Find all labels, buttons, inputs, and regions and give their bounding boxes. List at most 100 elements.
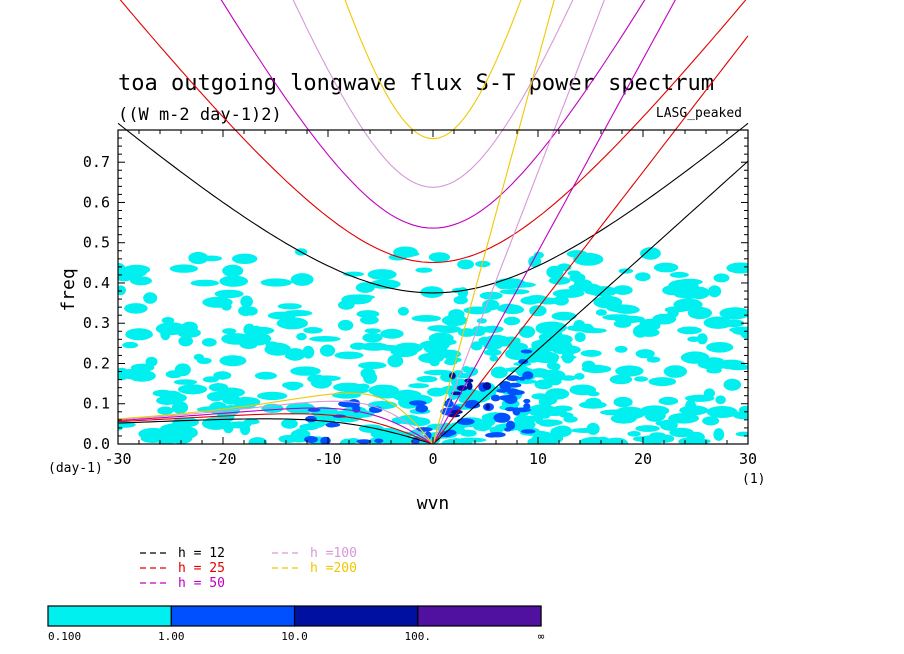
power-patch-low	[483, 349, 502, 356]
power-patch-low	[560, 355, 577, 360]
power-patch-low	[257, 391, 288, 400]
power-patch-low	[644, 408, 666, 422]
power-patch-low	[339, 438, 356, 444]
power-patch-low	[441, 314, 468, 326]
colorbar-label: 10.0	[281, 630, 308, 643]
rossby-curve-h25	[117, 413, 434, 444]
power-patch-mid	[487, 432, 506, 438]
power-patch-low	[243, 418, 260, 425]
power-patch-low	[475, 260, 491, 268]
power-patch-low	[457, 259, 475, 270]
colorbar-segment	[47, 605, 172, 627]
power-patch-low	[595, 436, 610, 444]
kelvin-curve-h200	[432, 0, 555, 444]
chart-title: toa outgoing longwave flux S-T power spe…	[118, 71, 714, 96]
power-patch-low	[123, 264, 151, 275]
power-patch-low	[434, 338, 457, 346]
power-patch-low	[677, 326, 702, 335]
power-patch-low	[538, 333, 549, 341]
power-patch-mid	[520, 349, 533, 354]
y-tick-label: 0.4	[83, 274, 110, 292]
power-patch-low	[669, 427, 694, 438]
power-patch-low	[120, 369, 142, 379]
power-patch-low	[567, 270, 581, 277]
power-patch-low	[337, 319, 354, 331]
power-patch-low	[489, 355, 499, 362]
power-patch-low	[193, 353, 204, 361]
power-patch-low	[124, 303, 148, 314]
power-patch-low	[387, 354, 404, 368]
power-patch-low	[732, 411, 748, 420]
power-patch-low	[697, 333, 708, 345]
power-patch-low	[460, 429, 477, 437]
colorbar-segment	[417, 605, 542, 627]
x-tick-label: 0	[428, 450, 437, 468]
power-patch-low	[240, 423, 251, 436]
power-patch-low	[349, 342, 368, 350]
power-patch-mid	[409, 400, 427, 406]
power-patch-low	[574, 332, 586, 343]
power-patch-low	[473, 396, 491, 401]
rossby-curve-h50	[117, 407, 434, 444]
power-patch-low	[476, 318, 487, 324]
power-patch-low	[302, 345, 315, 359]
power-patch-low	[303, 327, 323, 334]
power-patch-low	[260, 278, 292, 287]
power-patch-low	[254, 371, 277, 380]
gravity-curve-h12	[117, 122, 749, 294]
power-patch-low	[221, 302, 232, 311]
colorbar-segment	[293, 605, 419, 627]
power-patch-low	[566, 250, 588, 258]
power-patch-low	[188, 251, 209, 265]
power-patch-low	[706, 342, 734, 353]
y-unit-label: (day-1)	[48, 461, 103, 476]
power-patch-low	[679, 405, 709, 416]
power-patch-low	[499, 289, 530, 295]
power-patch-low	[503, 316, 521, 326]
power-patch-low	[553, 295, 569, 306]
power-patch-low	[614, 406, 646, 420]
power-patch-low	[716, 359, 746, 370]
power-patch-low	[646, 356, 661, 363]
power-patch-low	[290, 366, 321, 376]
power-patch-low	[580, 328, 607, 334]
power-patch-low	[202, 376, 219, 383]
y-tick-label: 0.6	[83, 193, 110, 211]
power-patch-low	[380, 328, 404, 339]
power-patch-low	[427, 387, 446, 397]
power-patch-low	[319, 344, 336, 357]
power-patch-low	[585, 397, 602, 406]
power-patch-low	[615, 365, 644, 377]
power-patch-low	[535, 354, 557, 361]
y-tick-label: 0.0	[83, 435, 110, 453]
power-patch-mid	[498, 395, 513, 401]
power-patch-low	[130, 276, 152, 286]
model-label: LASG_peaked	[656, 106, 742, 121]
power-patch-low	[429, 359, 440, 367]
chart-subtitle: ((W m-2 day-1)2)	[118, 105, 282, 125]
power-patch-low	[173, 379, 198, 385]
power-patch-low	[667, 306, 679, 318]
power-patch-low	[172, 417, 200, 428]
power-patch-low	[713, 273, 730, 283]
power-patch-low	[350, 387, 369, 394]
power-patch-low	[397, 306, 409, 316]
power-patch-high	[451, 391, 462, 396]
x-tick-label: -20	[209, 450, 236, 468]
x-axis-ticks: -30 -20 -10 0 10 20 30	[104, 130, 757, 468]
power-patch-high	[482, 382, 492, 391]
power-patch-low	[390, 344, 419, 358]
power-patch-high	[485, 403, 490, 410]
power-patch-low	[445, 357, 462, 363]
power-patch-low	[276, 317, 308, 330]
power-patch-low	[550, 362, 561, 371]
power-patch-mid	[424, 431, 432, 440]
power-patch-low	[470, 341, 483, 351]
power-patch-low	[155, 322, 187, 336]
x-axis-label: wvn	[417, 493, 450, 514]
power-patch-mid	[490, 394, 501, 402]
power-patch-low	[541, 344, 554, 352]
power-patch-low	[415, 267, 433, 273]
power-patch-low	[213, 371, 232, 380]
power-patch-mid	[506, 420, 516, 430]
